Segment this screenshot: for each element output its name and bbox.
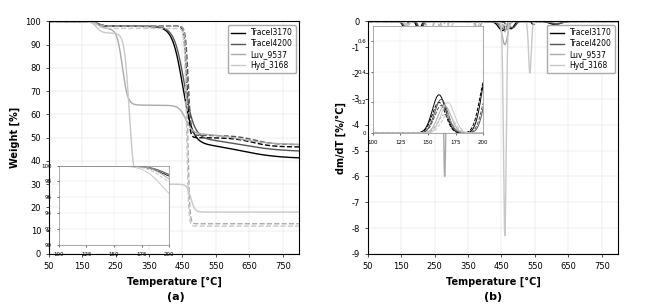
Tracel3170 (264, 154, 271, 157)
Tracel4200 (141, 24, 149, 28)
Hyd_3168 (583, 20, 590, 23)
Tracel3170 (290, 156, 298, 159)
Luv_9537 (74, 20, 81, 23)
Tracel4200 (45, 20, 53, 23)
Tracel4200 (417, 30, 424, 34)
Hyd_3168 (501, 234, 508, 238)
Tracel3170 (583, 20, 590, 23)
X-axis label: Temperature [°C]: Temperature [°C] (446, 276, 540, 286)
Hyd_3168 (291, 210, 299, 214)
Tracel3170 (296, 156, 303, 160)
Luv_9537 (441, 175, 449, 178)
Luv_9537 (460, 20, 468, 23)
Luv_9537 (296, 143, 303, 146)
Luv_9537 (583, 20, 590, 23)
Tracel3170 (45, 20, 53, 23)
Legend: Tracel3170, Tracel4200, Luv_9537, Hyd_3168: Tracel3170, Tracel4200, Luv_9537, Hyd_31… (547, 25, 615, 73)
Tracel4200 (264, 147, 271, 151)
Tracel3170 (74, 20, 81, 23)
Tracel4200 (471, 20, 478, 23)
Tracel4200 (408, 20, 415, 23)
Hyd_3168 (471, 24, 478, 28)
Hyd_3168 (408, 20, 415, 24)
Line: Tracel4200: Tracel4200 (368, 21, 618, 32)
Tracel3170 (416, 31, 424, 35)
Luv_9537 (610, 20, 618, 23)
Tracel4200 (393, 20, 400, 23)
Luv_9537 (393, 20, 400, 23)
Line: Tracel3170: Tracel3170 (49, 21, 299, 158)
Line: Luv_9537: Luv_9537 (49, 21, 299, 144)
Line: Tracel3170: Tracel3170 (368, 21, 618, 33)
Hyd_3168 (152, 182, 159, 186)
Tracel4200 (74, 20, 81, 23)
Hyd_3168 (74, 20, 81, 23)
X-axis label: Temperature [°C]: Temperature [°C] (127, 276, 221, 286)
Hyd_3168 (460, 20, 468, 23)
Tracel4200 (460, 20, 468, 23)
Hyd_3168 (393, 20, 400, 23)
Tracel4200 (152, 25, 159, 28)
Line: Hyd_3168: Hyd_3168 (368, 21, 618, 236)
Luv_9537 (290, 142, 298, 146)
Hyd_3168 (615, 20, 622, 23)
Tracel3170 (471, 20, 478, 23)
Hyd_3168 (577, 20, 585, 23)
Tracel3170 (141, 24, 149, 28)
Hyd_3168 (89, 21, 96, 25)
Tracel4200 (89, 20, 96, 24)
Tracel4200 (290, 149, 298, 153)
Hyd_3168 (45, 20, 53, 23)
Tracel3170 (89, 20, 96, 24)
Legend: Tracel3170, Tracel4200, Luv_9537, Hyd_3168: Tracel3170, Tracel4200, Luv_9537, Hyd_31… (228, 25, 296, 73)
Luv_9537 (364, 20, 372, 23)
Tracel4200 (583, 20, 590, 23)
Tracel4200 (296, 149, 303, 153)
Y-axis label: Weight [%]: Weight [%] (10, 107, 20, 168)
Text: (a): (a) (167, 292, 185, 302)
Line: Hyd_3168: Hyd_3168 (49, 21, 299, 212)
Hyd_3168 (264, 210, 271, 214)
Luv_9537 (152, 103, 159, 107)
Luv_9537 (89, 20, 96, 24)
Luv_9537 (264, 141, 271, 145)
Text: (b): (b) (484, 292, 502, 302)
Tracel3170 (152, 25, 159, 29)
Tracel3170 (460, 20, 468, 23)
Luv_9537 (45, 20, 53, 23)
Line: Tracel4200: Tracel4200 (49, 21, 299, 151)
Hyd_3168 (296, 210, 303, 214)
Luv_9537 (615, 20, 622, 23)
Hyd_3168 (258, 210, 266, 214)
Tracel3170 (610, 20, 618, 23)
Line: Luv_9537: Luv_9537 (368, 21, 618, 177)
Luv_9537 (604, 20, 612, 23)
Hyd_3168 (141, 182, 149, 186)
Tracel3170 (615, 20, 622, 23)
Tracel3170 (408, 20, 415, 23)
Hyd_3168 (364, 20, 372, 23)
Tracel4200 (615, 20, 622, 23)
Luv_9537 (471, 22, 478, 25)
Tracel4200 (610, 20, 618, 23)
Tracel3170 (364, 20, 372, 23)
Luv_9537 (408, 20, 415, 24)
Hyd_3168 (610, 20, 618, 23)
Tracel4200 (364, 20, 372, 23)
Luv_9537 (141, 103, 149, 107)
Y-axis label: dm/dT [%/°C]: dm/dT [%/°C] (336, 102, 346, 174)
Tracel3170 (393, 20, 400, 23)
